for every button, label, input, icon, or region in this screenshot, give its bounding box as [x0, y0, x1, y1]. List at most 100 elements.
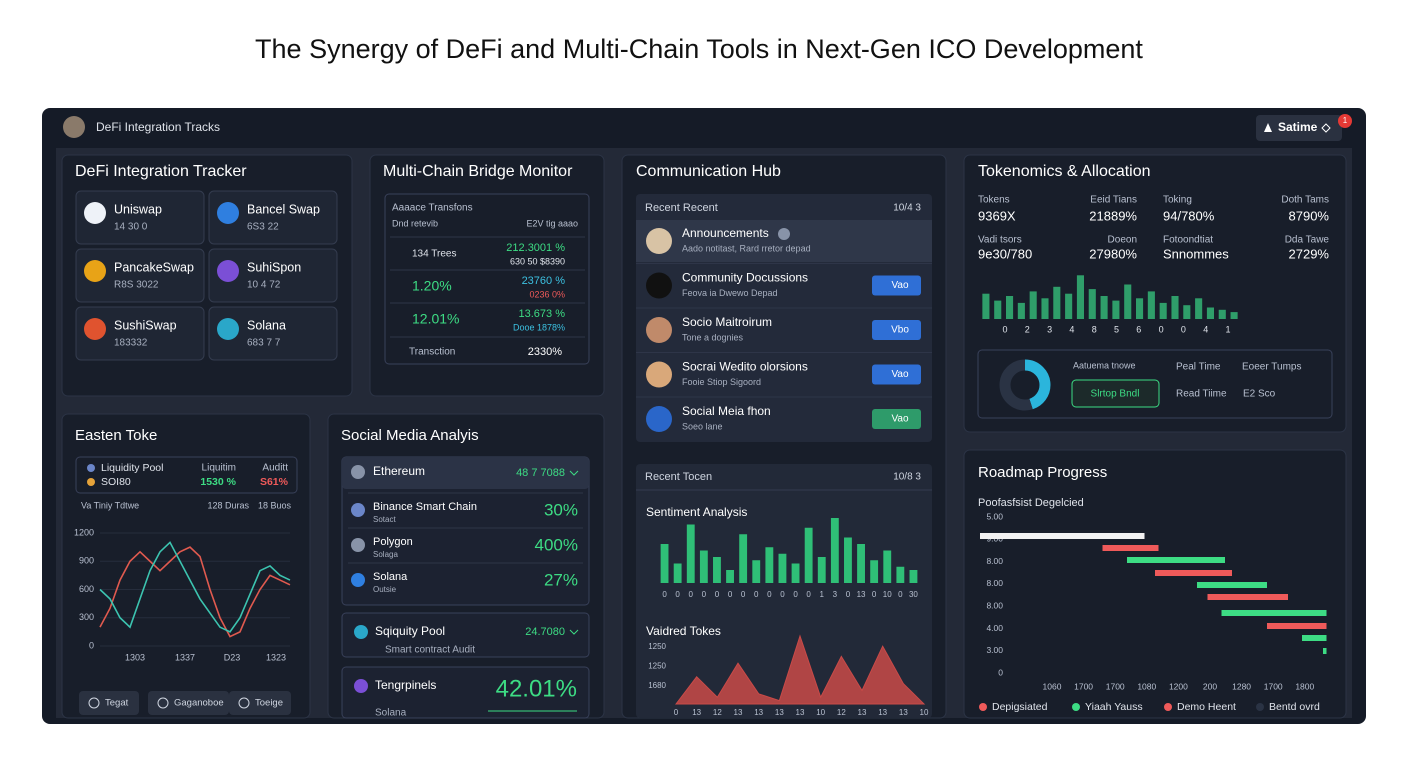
x-tick-label: 8: [1092, 324, 1097, 334]
button-label: Toeige: [255, 698, 283, 709]
gantt-bar: [1197, 582, 1267, 588]
stat-label: Doeon: [1108, 235, 1137, 246]
chain-name: Solana: [373, 571, 408, 583]
x-tick-label: 12: [837, 708, 846, 717]
user-button[interactable]: [1256, 115, 1342, 141]
bar: [804, 527, 813, 583]
token-card[interactable]: [208, 248, 338, 303]
avatar: [646, 361, 672, 388]
panel: [61, 413, 311, 719]
stat-label: Auditt: [262, 463, 288, 474]
bar: [883, 550, 892, 583]
y-tick-label: 8.00: [986, 600, 1003, 610]
chain-icon: [351, 538, 365, 552]
gantt-bar: [1127, 557, 1225, 563]
legend-label: SOI80: [101, 476, 131, 488]
token-card[interactable]: [75, 248, 205, 303]
tag-button[interactable]: [872, 320, 921, 340]
token-card[interactable]: [75, 306, 205, 361]
donut-segment: [999, 359, 1051, 411]
y-tick-label: 1250: [648, 642, 666, 651]
chart-title: Vaidred Tokes: [646, 624, 721, 638]
chart-subtitle: Poofasfsist Degelcied: [978, 497, 1084, 509]
x-tick-label: 13: [734, 708, 743, 717]
token-sub: 6S3 22: [247, 222, 279, 233]
line: [99, 546, 291, 638]
tag-button[interactable]: [872, 275, 921, 296]
chain-sub: Solaga: [373, 550, 398, 559]
x-tick-label: 1700: [1264, 681, 1283, 691]
gantt-bar: [1302, 635, 1327, 641]
tag-button[interactable]: [872, 409, 921, 429]
token-card[interactable]: [208, 190, 338, 245]
item-icon: [778, 228, 790, 240]
x-tick-label: 0: [793, 590, 798, 599]
x-tick-label: 0: [662, 590, 667, 599]
stat-value: 1530 %: [200, 476, 236, 488]
cell: 212.3001 %: [506, 242, 565, 254]
bar: [1053, 286, 1061, 319]
x-tick-label: 13: [754, 708, 763, 717]
action-button[interactable]: [1071, 379, 1160, 408]
stat-value: 9e30/780: [978, 246, 1032, 261]
button-icon: [88, 697, 100, 709]
avatar: [646, 272, 672, 299]
bar: [1029, 291, 1037, 319]
filter-button[interactable]: [229, 691, 291, 715]
pool-name: Sqiquity Pool: [375, 624, 445, 638]
tag-label: Vao: [891, 369, 908, 380]
chain-value: 27%: [544, 570, 578, 589]
token-icon: [84, 202, 106, 224]
token-name: SushiSwap: [114, 318, 177, 332]
bar: [1195, 298, 1203, 319]
panel-title: Communication Hub: [636, 163, 781, 180]
item-name: Social Meia fhon: [682, 404, 771, 418]
tag-label: Vbo: [891, 325, 909, 336]
sub-label: 128 Duras: [207, 500, 249, 510]
bar: [1159, 302, 1167, 319]
filter-button[interactable]: [148, 691, 229, 715]
bar: [830, 518, 839, 583]
y-tick-label: 0: [998, 667, 1003, 677]
x-tick-label: 0: [780, 590, 785, 599]
list-count: 10/4 3: [893, 203, 921, 214]
x-tick-label: 5: [1114, 324, 1119, 334]
bar: [739, 534, 748, 583]
tag-label: Vao: [891, 280, 908, 291]
avatar: [63, 116, 85, 138]
token-card[interactable]: [75, 190, 205, 245]
bar: [686, 524, 695, 583]
bar: [1006, 296, 1014, 319]
y-tick-label: 8.00: [986, 578, 1003, 588]
x-tick-label: 1280: [1232, 681, 1251, 691]
y-tick-label: 1200: [74, 527, 94, 537]
x-tick-label: 13: [878, 708, 887, 717]
chain-name: Binance Smart Chain: [373, 501, 477, 513]
x-tick-label: 13: [692, 708, 701, 717]
selected-row: [636, 220, 932, 262]
bar: [1124, 284, 1132, 319]
x-tick-label: 1800: [1295, 681, 1314, 691]
chain-name: Polygon: [373, 536, 413, 548]
x-tick-label: 1700: [1106, 681, 1125, 691]
table-heading: Aaaace Transfons: [392, 203, 473, 214]
bar: [752, 560, 761, 583]
avatar: [646, 228, 672, 254]
token-card[interactable]: [208, 306, 338, 361]
y-tick-label: 4.00: [986, 623, 1003, 633]
filter-button[interactable]: [79, 691, 139, 715]
y-tick-label: 5.00: [986, 511, 1003, 521]
bar: [844, 537, 852, 583]
bar: [982, 293, 990, 319]
cell: 134 Trees: [412, 249, 456, 260]
list-heading: Recent Recent: [645, 202, 718, 214]
tag-button[interactable]: [872, 364, 921, 385]
bar: [778, 553, 787, 583]
x-tick-label: 3: [1047, 324, 1052, 334]
column-header: E2V tig aaao: [526, 218, 578, 228]
cell: 23760 %: [522, 275, 566, 287]
x-tick-label: 0: [1002, 324, 1007, 334]
line: [99, 541, 291, 633]
y-tick-label: 1680: [648, 681, 666, 690]
